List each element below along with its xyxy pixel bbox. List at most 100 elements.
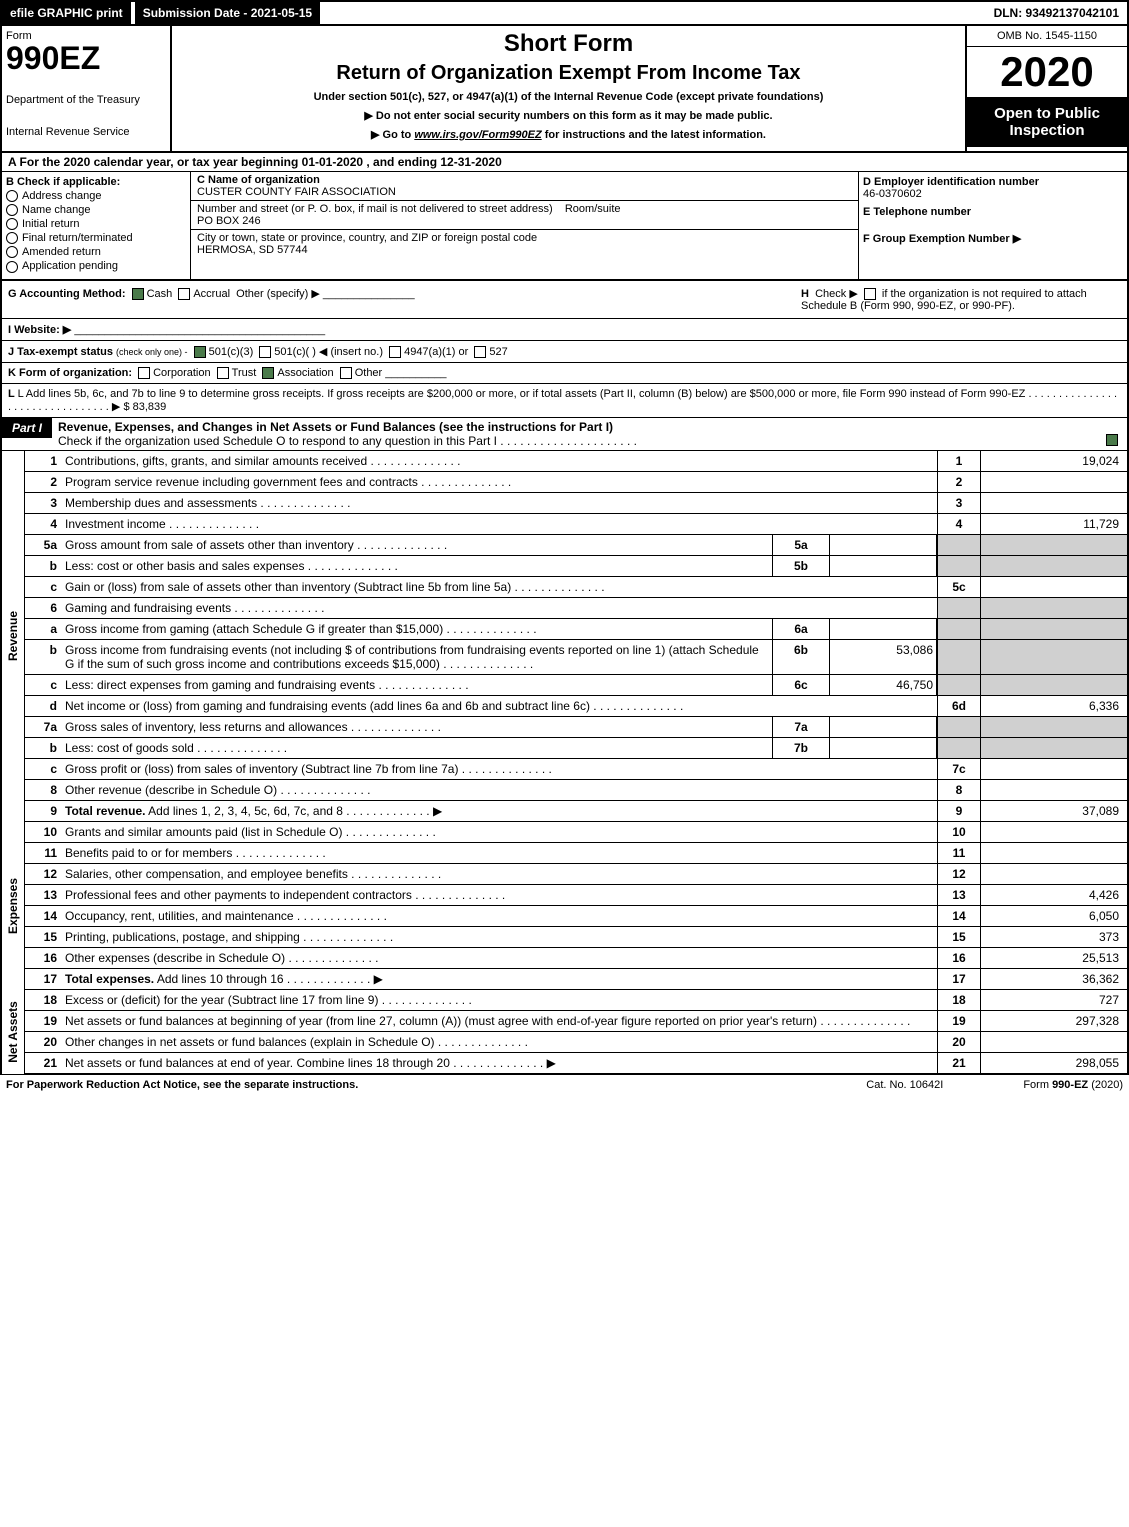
val-box-shaded	[980, 675, 1127, 695]
irs-link[interactable]: www.irs.gov/Form990EZ	[414, 129, 541, 141]
num-box: 21	[937, 1053, 980, 1073]
num-box: 13	[937, 885, 980, 905]
num-box: 6d	[937, 696, 980, 716]
line-desc: Gross income from fundraising events (no…	[61, 640, 772, 674]
go-to-pre: ▶ Go to	[371, 129, 414, 141]
sub-line-value	[830, 556, 937, 576]
checkbox-4947[interactable]	[389, 346, 401, 358]
checkbox-schedule-o[interactable]	[1106, 434, 1118, 446]
val-box-shaded	[980, 738, 1127, 758]
checkbox-address[interactable]	[6, 190, 18, 202]
sub-line-box: 5a	[772, 535, 830, 555]
part1-label: Part I	[2, 418, 52, 438]
table-row: 1Contributions, gifts, grants, and simil…	[25, 451, 1127, 472]
k-label: K Form of organization:	[8, 367, 132, 379]
checkbox-other[interactable]	[340, 367, 352, 379]
g-label: G Accounting Method:	[8, 288, 126, 300]
line-number: 6	[25, 598, 61, 618]
line-number: 1	[25, 451, 61, 471]
line-desc: Less: cost or other basis and sales expe…	[61, 556, 772, 576]
num-box-shaded	[937, 738, 980, 758]
val-box: 6,050	[980, 906, 1127, 926]
line-desc: Net income or (loss) from gaming and fun…	[61, 696, 937, 716]
checkbox-501c3[interactable]	[194, 346, 206, 358]
go-to-post: for instructions and the latest informat…	[542, 129, 766, 141]
line-desc: Less: cost of goods sold . . . . . . . .…	[61, 738, 772, 758]
line-desc: Investment income . . . . . . . . . . . …	[61, 514, 937, 534]
sub-line-box: 6c	[772, 675, 830, 695]
checkbox-trust[interactable]	[217, 367, 229, 379]
footer-left: For Paperwork Reduction Act Notice, see …	[6, 1079, 358, 1091]
line-desc: Gross amount from sale of assets other t…	[61, 535, 772, 555]
checkbox-amended[interactable]	[6, 246, 18, 258]
g-accrual: Accrual	[193, 288, 230, 300]
checkbox-name[interactable]	[6, 204, 18, 216]
checkbox-assoc[interactable]	[262, 367, 274, 379]
num-box: 19	[937, 1011, 980, 1031]
table-row: 6Gaming and fundraising events . . . . .…	[25, 598, 1127, 619]
table-row: bLess: cost or other basis and sales exp…	[25, 556, 1127, 577]
org-name: CUSTER COUNTY FAIR ASSOCIATION	[197, 186, 852, 198]
return-title: Return of Organization Exempt From Incom…	[176, 62, 961, 85]
val-box	[980, 472, 1127, 492]
dln-label: DLN: 93492137042101	[986, 2, 1127, 24]
sub-line-value	[830, 619, 937, 639]
table-row: 12Salaries, other compensation, and empl…	[25, 864, 1127, 885]
table-row: bGross income from fundraising events (n…	[25, 640, 1127, 675]
sub-line-value: 53,086	[830, 640, 937, 674]
table-row: dNet income or (loss) from gaming and fu…	[25, 696, 1127, 717]
b-header: B Check if applicable:	[6, 176, 186, 188]
checkbox-final[interactable]	[6, 232, 18, 244]
checkbox-527[interactable]	[474, 346, 486, 358]
j-row: J Tax-exempt status (check only one) - 5…	[0, 341, 1129, 363]
val-box	[980, 780, 1127, 800]
checkbox-cash[interactable]	[132, 288, 144, 300]
b-item-4: Amended return	[22, 246, 101, 258]
footer-right: Form 990-EZ (2020)	[1023, 1079, 1123, 1091]
num-box-shaded	[937, 717, 980, 737]
j-label: J Tax-exempt status	[8, 346, 113, 358]
dept-label: Department of the Treasury	[6, 94, 166, 106]
do-not-warning: ▶ Do not enter social security numbers o…	[176, 109, 961, 122]
sub-line-box: 5b	[772, 556, 830, 576]
open-to-public: Open to Public Inspection	[967, 97, 1127, 147]
checkbox-h[interactable]	[864, 288, 876, 300]
table-row: aGross income from gaming (attach Schedu…	[25, 619, 1127, 640]
line-number: 9	[25, 801, 61, 821]
checkbox-pending[interactable]	[6, 261, 18, 273]
vertical-tab: Net Assets	[2, 990, 25, 1074]
val-box	[980, 843, 1127, 863]
checkbox-corp[interactable]	[138, 367, 150, 379]
val-box-shaded	[980, 619, 1127, 639]
sub-line-box: 6b	[772, 640, 830, 674]
line-number: 16	[25, 948, 61, 968]
checkbox-accrual[interactable]	[178, 288, 190, 300]
num-box: 14	[937, 906, 980, 926]
table-row: cGross profit or (loss) from sales of in…	[25, 759, 1127, 780]
line-desc: Gain or (loss) from sale of assets other…	[61, 577, 937, 597]
b-item-0: Address change	[22, 190, 102, 202]
k-other: Other	[355, 367, 383, 379]
sub-line-box: 6a	[772, 619, 830, 639]
line-number: 11	[25, 843, 61, 863]
line-number: 12	[25, 864, 61, 884]
checkbox-501c[interactable]	[259, 346, 271, 358]
line-desc: Excess or (deficit) for the year (Subtra…	[61, 990, 937, 1010]
l-row: L L Add lines 5b, 6c, and 7b to line 9 t…	[0, 384, 1129, 418]
under-section: Under section 501(c), 527, or 4947(a)(1)…	[176, 91, 961, 103]
k-corp: Corporation	[153, 367, 210, 379]
table-row: bLess: cost of goods sold . . . . . . . …	[25, 738, 1127, 759]
table-row: 10Grants and similar amounts paid (list …	[25, 822, 1127, 843]
line-desc: Net assets or fund balances at end of ye…	[61, 1053, 937, 1073]
f-label: F Group Exemption Number ▶	[863, 233, 1021, 245]
line-number: 5a	[25, 535, 61, 555]
line-number: 19	[25, 1011, 61, 1031]
table-row: 15Printing, publications, postage, and s…	[25, 927, 1127, 948]
val-box: 36,362	[980, 969, 1127, 989]
val-box: 373	[980, 927, 1127, 947]
efile-button[interactable]: efile GRAPHIC print	[2, 2, 131, 24]
num-box-shaded	[937, 619, 980, 639]
checkbox-initial[interactable]	[6, 218, 18, 230]
l-arrow: ▶ $ 83,839	[112, 401, 166, 413]
num-box: 15	[937, 927, 980, 947]
